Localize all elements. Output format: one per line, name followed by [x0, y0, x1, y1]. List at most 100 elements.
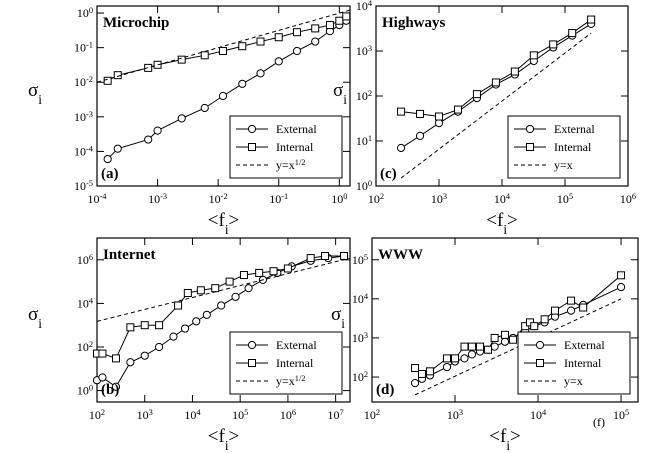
point [472, 90, 481, 99]
y-tick-label: 10-4 [74, 144, 94, 159]
point [292, 46, 302, 56]
point [292, 28, 301, 37]
point [442, 362, 452, 372]
legend-label: External [276, 338, 317, 352]
x-tick-label: 106 [280, 408, 296, 423]
series-line [96, 257, 351, 322]
x-tick-label: 104 [494, 192, 511, 207]
point [325, 21, 334, 30]
point [540, 315, 549, 324]
point [321, 251, 330, 260]
point [255, 268, 264, 277]
y-axis-label: σi [331, 304, 345, 331]
point [587, 15, 596, 24]
x-tick-label: 10-4 [88, 192, 108, 207]
x-tick-label: 104 [184, 408, 201, 423]
point [98, 349, 107, 358]
point [177, 114, 186, 123]
point [311, 24, 320, 33]
point [111, 354, 120, 363]
point [155, 321, 164, 330]
y-tick-label: 100 [356, 179, 372, 194]
point [269, 267, 278, 276]
point [274, 33, 283, 42]
point [238, 79, 247, 88]
point [256, 37, 265, 46]
point [113, 71, 122, 80]
point [200, 103, 209, 113]
point [510, 67, 519, 76]
legend-label: y=x1/2 [276, 374, 305, 389]
series-line [96, 9, 351, 83]
point [530, 322, 539, 331]
plot-frame [96, 237, 351, 403]
legend-label: External [276, 122, 317, 136]
point [567, 296, 576, 305]
point [103, 154, 112, 164]
x-tick-label: 103 [447, 408, 463, 423]
point [200, 51, 209, 60]
point [238, 42, 247, 51]
point [144, 63, 153, 72]
panel-label: (b) [101, 382, 119, 398]
x-tick-label: 105 [232, 408, 248, 423]
point [244, 284, 253, 293]
x-tick-label: 106 [620, 192, 636, 207]
x-tick-label: 103 [431, 192, 447, 207]
y-tick-label: 10-1 [74, 40, 93, 55]
x-tick-label: 105 [557, 192, 573, 207]
legend-marker [248, 143, 256, 151]
point [417, 369, 426, 378]
x-tick-label: 103 [137, 408, 153, 423]
point [550, 306, 559, 315]
point [442, 354, 451, 363]
x-axis-label: <fi> [489, 426, 520, 453]
point [617, 271, 626, 280]
point [460, 342, 469, 351]
x-tick-label: 102 [368, 192, 384, 207]
legend-label: y=x [554, 158, 573, 172]
y-tick-label: 104 [77, 296, 94, 311]
point [451, 354, 460, 363]
point [196, 286, 205, 295]
legend-label: Internal [564, 356, 602, 370]
point [169, 332, 178, 341]
x-tick-label: 10-2 [209, 192, 228, 207]
legend-label: y=x [564, 374, 583, 388]
x-tick-label: 107 [328, 408, 344, 423]
panel-title: Highways [382, 15, 446, 31]
point [225, 277, 234, 286]
panel: 102 103 104 105 106 100 101 102 103 104 External In… [333, 0, 636, 237]
panel-title: Microchip [103, 15, 169, 31]
y-tick-label: 10-5 [74, 179, 93, 194]
legend-label: Internal [276, 356, 314, 370]
legend-marker [248, 359, 256, 367]
point [274, 57, 283, 66]
point [426, 367, 435, 376]
point [153, 126, 162, 135]
point [549, 40, 558, 49]
point [126, 323, 135, 332]
y-tick-label: 103 [352, 330, 368, 345]
legend-marker [247, 124, 257, 134]
point [174, 301, 183, 310]
panel: 102 103 104 105 106 107 100 102 104 106 External In… [28, 237, 351, 453]
x-tick-label: 102 [89, 408, 105, 423]
panel-label: (c) [380, 166, 397, 182]
y-tick-label: 100 [77, 6, 93, 21]
y-tick-label: 102 [356, 89, 372, 104]
plot-frame [371, 237, 639, 403]
y-tick-label: 102 [352, 370, 368, 385]
plot-frame [96, 5, 351, 187]
point [180, 324, 190, 333]
point [256, 69, 265, 78]
point [183, 288, 192, 297]
point [283, 264, 292, 273]
panel: 10-4 10-3 10-2 10-1 10010-510-410-310-210-11… [28, 5, 351, 237]
y-axis-label: σi [333, 80, 347, 107]
point [311, 37, 320, 46]
point [211, 284, 220, 293]
point [529, 51, 538, 60]
point [500, 337, 510, 346]
